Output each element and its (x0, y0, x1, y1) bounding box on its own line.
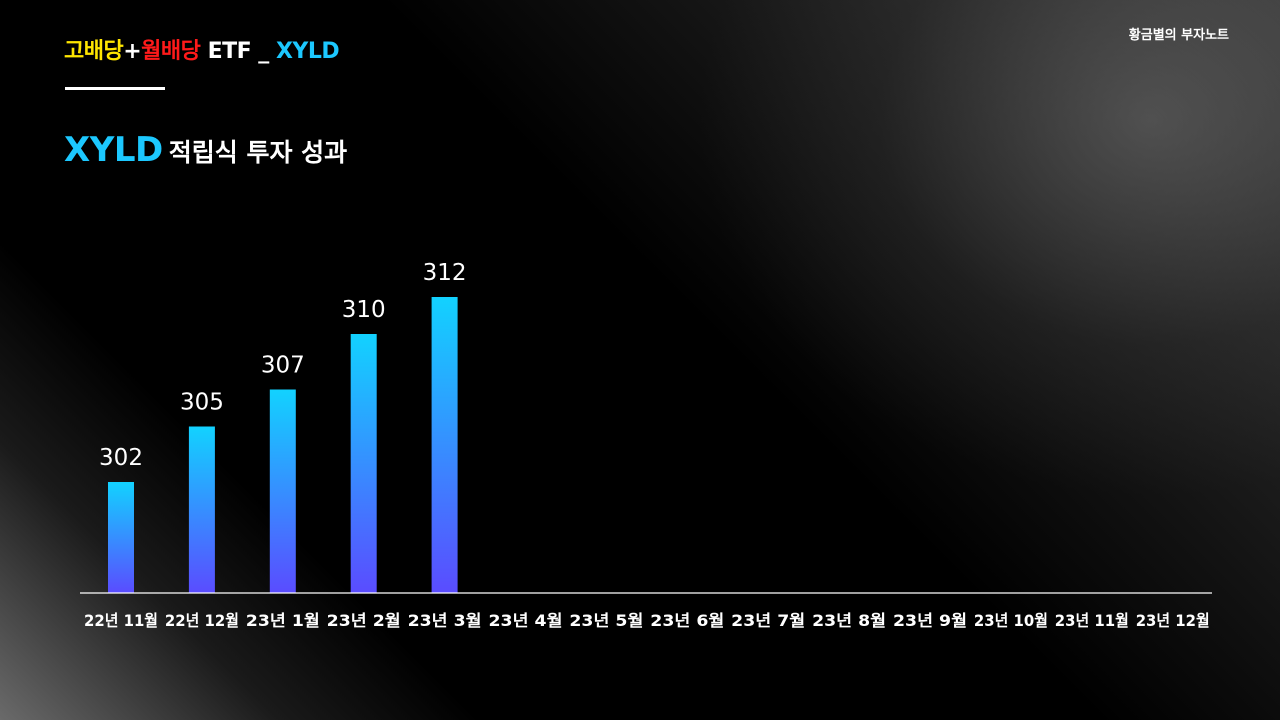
x-tick-label: 23년 8월 (812, 611, 886, 630)
section-description: 적립식 투자 성과 (168, 138, 348, 167)
bar (350, 334, 377, 593)
bar (431, 297, 458, 593)
data-label: 305 (180, 390, 224, 416)
title-etf: ETF _ (200, 39, 276, 64)
x-tick-label: 23년 4월 (489, 611, 563, 630)
title-plus: + (123, 39, 142, 64)
x-tick-label: 23년 1월 (246, 611, 320, 630)
data-label: 302 (99, 445, 143, 471)
data-label: 307 (261, 353, 305, 379)
x-tick-label: 23년 10월 (974, 611, 1048, 630)
title-underline (65, 87, 165, 90)
section-ticker: XYLD (64, 130, 163, 170)
bar (108, 482, 134, 593)
data-label: 310 (342, 297, 386, 323)
data-label: 312 (423, 260, 467, 286)
x-tick-label: 23년 3월 (408, 611, 482, 630)
x-tick-label: 23년 7월 (731, 611, 805, 630)
x-tick-label: 23년 11월 (1055, 611, 1129, 630)
title-monthly-dividend: 월배당 (141, 39, 201, 64)
page-title: 고배당+월배당 ETF _ XYLD (64, 33, 340, 65)
x-tick-label: 22년 11월 (84, 611, 158, 630)
x-tick-label: 23년 2월 (327, 611, 401, 630)
title-high-dividend: 고배당 (64, 39, 124, 64)
bar (188, 426, 215, 593)
bar (269, 389, 296, 593)
brand-label: 황금별의 부자노트 (1128, 28, 1229, 43)
title-ticker: XYLD (275, 39, 340, 64)
x-tick-label: 23년 5월 (569, 611, 643, 630)
x-tick-label: 23년 12월 (1136, 611, 1210, 630)
x-tick-label: 23년 6월 (650, 611, 724, 630)
section-heading: XYLD 적립식 투자 성과 (64, 130, 347, 170)
x-tick-label: 23년 9월 (893, 611, 967, 630)
x-tick-label: 22년 12월 (165, 611, 239, 630)
